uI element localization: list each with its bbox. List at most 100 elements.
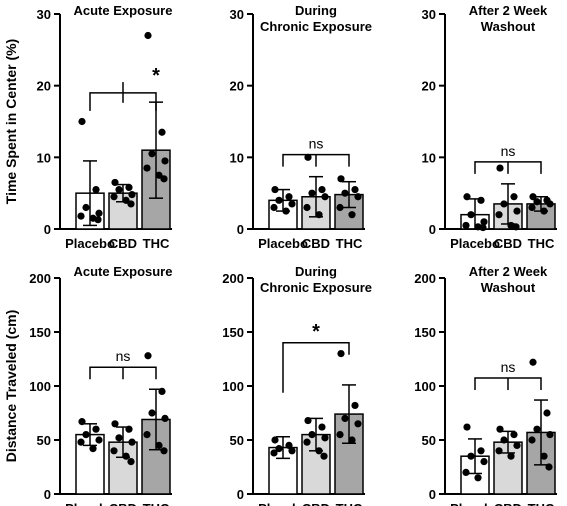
data-point	[480, 458, 488, 466]
data-point	[510, 193, 518, 201]
data-point	[282, 207, 290, 215]
y-tick-label: 0	[44, 487, 51, 502]
data-point	[125, 425, 133, 433]
data-point	[78, 418, 86, 426]
data-point	[288, 447, 296, 455]
y-tick-label: 10	[230, 150, 244, 165]
data-point	[95, 209, 103, 217]
data-point	[513, 207, 521, 215]
data-point	[304, 416, 312, 425]
y-tick-label: 100	[222, 379, 244, 394]
data-point	[528, 436, 536, 444]
data-point	[495, 447, 503, 455]
data-point	[303, 438, 311, 446]
data-point	[148, 150, 156, 158]
data-point	[543, 409, 551, 417]
data-point	[128, 191, 136, 199]
significance-bracket	[282, 342, 350, 393]
x-tick-label: CBD	[109, 236, 137, 251]
x-tick-label: THC	[143, 501, 170, 506]
data-point	[285, 441, 293, 449]
y-tick-label: 20	[422, 79, 436, 94]
y-tick-label: 150	[222, 325, 244, 340]
y-axis-label: Time Spent in Center (%)	[3, 39, 19, 204]
data-point	[94, 216, 102, 224]
data-point	[321, 193, 329, 201]
significance-label: ns	[501, 359, 516, 375]
chart-title: Washout	[481, 19, 536, 34]
y-tick-label: 150	[29, 325, 51, 340]
data-point	[320, 452, 328, 460]
data-point	[148, 409, 156, 417]
data-point	[529, 193, 537, 201]
data-point	[533, 198, 541, 206]
chart-title: Acute Exposure	[74, 3, 173, 18]
data-point	[304, 153, 312, 161]
x-tick-label: Placebo	[65, 236, 115, 251]
data-point	[495, 211, 503, 219]
x-tick-label: CBD	[494, 236, 522, 251]
y-tick-label: 200	[222, 271, 244, 286]
data-point	[496, 425, 504, 433]
y-tick-label: 0	[237, 222, 244, 237]
data-point	[160, 175, 168, 183]
data-point	[528, 203, 536, 212]
data-point	[161, 157, 169, 165]
x-tick-label: THC	[528, 501, 555, 506]
data-point	[318, 185, 326, 194]
data-point	[477, 196, 485, 204]
x-tick-label: THC	[336, 236, 363, 251]
data-point	[122, 452, 130, 460]
y-tick-label: 50	[422, 433, 436, 448]
data-point	[467, 211, 475, 219]
data-point	[529, 358, 537, 366]
data-point	[500, 200, 508, 208]
y-tick-label: 10	[422, 150, 436, 165]
data-point	[95, 436, 103, 444]
y-tick-label: 150	[414, 325, 436, 340]
data-point	[348, 211, 356, 219]
x-tick-label: CBD	[302, 236, 330, 251]
data-point	[336, 431, 344, 439]
data-point	[155, 171, 163, 179]
data-point	[351, 185, 359, 194]
x-tick-label: Placebo	[258, 236, 308, 251]
data-point	[160, 447, 168, 455]
data-point	[336, 203, 344, 212]
data-point	[82, 203, 90, 212]
data-point	[463, 193, 471, 201]
data-point	[82, 431, 90, 439]
data-point	[89, 445, 97, 453]
y-tick-label: 20	[37, 79, 51, 94]
data-point	[143, 164, 151, 172]
data-point	[143, 431, 151, 439]
data-point	[111, 178, 119, 187]
y-tick-label: 30	[230, 7, 244, 22]
y-tick-label: 20	[230, 79, 244, 94]
data-point	[275, 196, 283, 204]
x-tick-label: Placebo	[450, 236, 500, 251]
y-tick-label: 50	[230, 433, 244, 448]
x-tick-label: Placebo	[258, 501, 308, 506]
data-point	[271, 185, 279, 194]
y-axis-label: Distance Traveled (cm)	[3, 310, 19, 463]
y-tick-label: 0	[429, 222, 436, 237]
chart-title: Acute Exposure	[74, 264, 173, 279]
data-point	[115, 434, 123, 442]
data-point	[318, 423, 326, 431]
x-tick-label: Placebo	[65, 501, 115, 506]
data-point	[512, 223, 520, 231]
x-tick-label: CBD	[494, 501, 522, 506]
data-point	[308, 431, 316, 439]
y-tick-label: 100	[414, 379, 436, 394]
x-tick-label: CBD	[302, 501, 330, 506]
data-point	[354, 193, 362, 201]
data-point	[270, 203, 278, 212]
data-point	[158, 128, 166, 136]
x-tick-label: CBD	[109, 501, 137, 506]
data-point	[545, 463, 553, 471]
significance-label: *	[152, 65, 160, 87]
